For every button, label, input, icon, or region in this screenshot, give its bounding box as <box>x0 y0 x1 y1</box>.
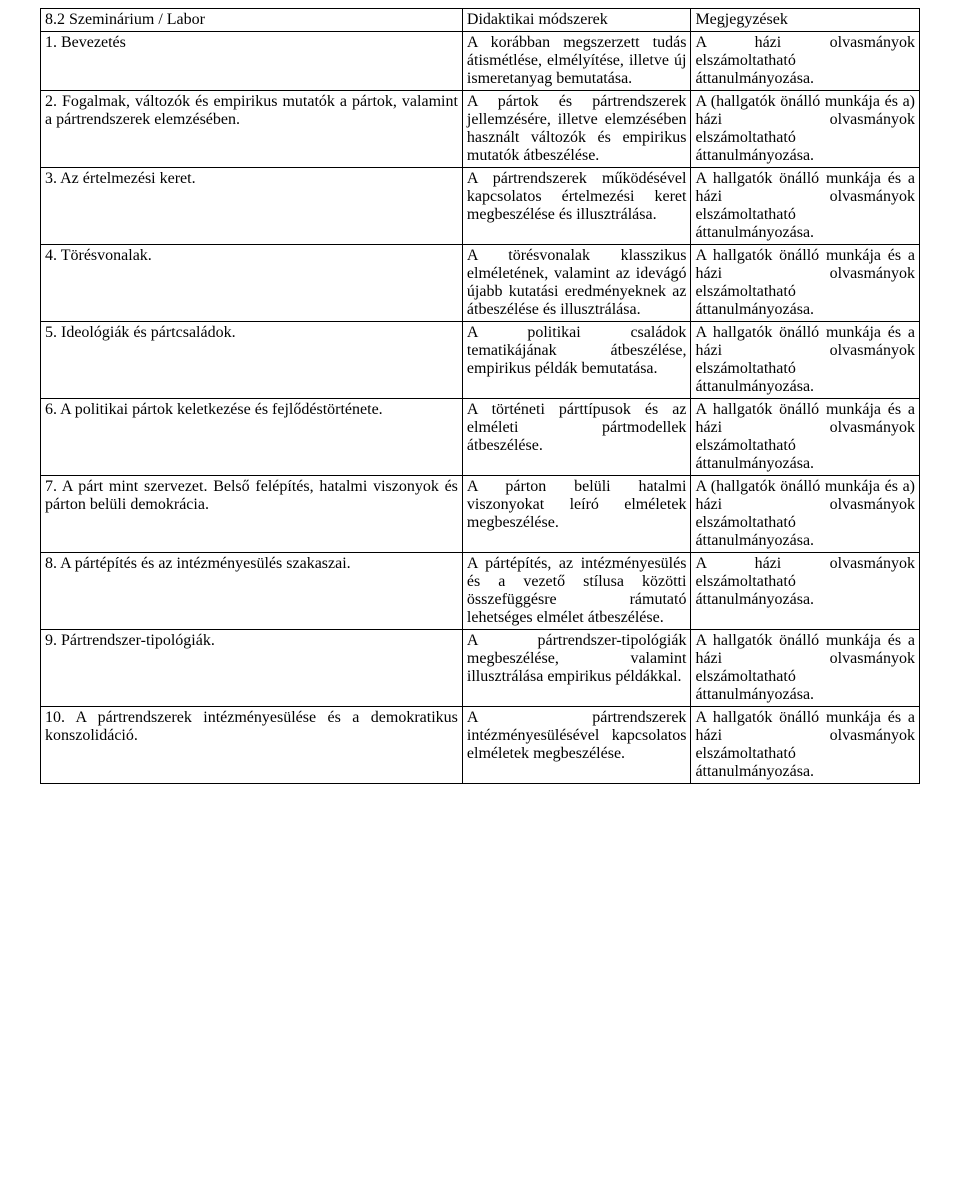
table-row: 6. A politikai pártok keletkezése és fej… <box>41 399 920 476</box>
header-col3: Megjegyzések <box>691 9 920 32</box>
cell-method: A pártrendszerek intézményesülésével kap… <box>462 707 691 784</box>
cell-topic: 4. Törésvonalak. <box>41 245 463 322</box>
cell-method: A törésvonalak klasszikus elméletének, v… <box>462 245 691 322</box>
cell-note: A hallgatók önálló munkája és a házi olv… <box>691 168 920 245</box>
cell-topic: 2. Fogalmak, változók és empirikus mutat… <box>41 91 463 168</box>
header-col1: 8.2 Szeminárium / Labor <box>41 9 463 32</box>
seminar-table: 8.2 Szeminárium / Labor Didaktikai módsz… <box>40 8 920 784</box>
cell-method: A korábban megszerzett tudás átismétlése… <box>462 32 691 91</box>
cell-topic: 1. Bevezetés <box>41 32 463 91</box>
cell-note: A hallgatók önálló munkája és a házi olv… <box>691 630 920 707</box>
cell-note: A hallgatók önálló munkája és a házi olv… <box>691 322 920 399</box>
cell-topic: 6. A politikai pártok keletkezése és fej… <box>41 399 463 476</box>
cell-method: A pártrendszer-tipológiák megbeszélése, … <box>462 630 691 707</box>
cell-method: A pártok és pártrendszerek jellemzésére,… <box>462 91 691 168</box>
cell-topic: 8. A pártépítés és az intézményesülés sz… <box>41 553 463 630</box>
cell-method: A politikai családok tematikájának átbes… <box>462 322 691 399</box>
table-row: 4. Törésvonalak. A törésvonalak klasszik… <box>41 245 920 322</box>
cell-topic: 10. A pártrendszerek intézményesülése és… <box>41 707 463 784</box>
table-row: 10. A pártrendszerek intézményesülése és… <box>41 707 920 784</box>
table-row: 3. Az értelmezési keret. A pártrendszere… <box>41 168 920 245</box>
table-body: 8.2 Szeminárium / Labor Didaktikai módsz… <box>41 9 920 784</box>
cell-topic: 5. Ideológiák és pártcsaládok. <box>41 322 463 399</box>
cell-note: A hallgatók önálló munkája és a házi olv… <box>691 245 920 322</box>
table-row: 1. Bevezetés A korábban megszerzett tudá… <box>41 32 920 91</box>
table-row: 9. Pártrendszer-tipológiák. A pártrendsz… <box>41 630 920 707</box>
cell-topic: 9. Pártrendszer-tipológiák. <box>41 630 463 707</box>
table-row: 5. Ideológiák és pártcsaládok. A politik… <box>41 322 920 399</box>
cell-note: A hallgatók önálló munkája és a házi olv… <box>691 399 920 476</box>
table-row: 2. Fogalmak, változók és empirikus mutat… <box>41 91 920 168</box>
cell-method: A párton belüli hatalmi viszonyokat leír… <box>462 476 691 553</box>
cell-note: A (hallgatók önálló munkája és a) házi o… <box>691 91 920 168</box>
cell-method: A pártrendszerek működésével kapcsolatos… <box>462 168 691 245</box>
table-header-row: 8.2 Szeminárium / Labor Didaktikai módsz… <box>41 9 920 32</box>
cell-method: A történeti párttípusok és az elméleti p… <box>462 399 691 476</box>
cell-topic: 3. Az értelmezési keret. <box>41 168 463 245</box>
cell-method: A pártépítés, az intézményesülés és a ve… <box>462 553 691 630</box>
cell-topic: 7. A párt mint szervezet. Belső felépíté… <box>41 476 463 553</box>
header-col2: Didaktikai módszerek <box>462 9 691 32</box>
cell-note: A házi olvasmányok elszámoltatható áttan… <box>691 32 920 91</box>
table-row: 8. A pártépítés és az intézményesülés sz… <box>41 553 920 630</box>
table-row: 7. A párt mint szervezet. Belső felépíté… <box>41 476 920 553</box>
cell-note: A (hallgatók önálló munkája és a) házi o… <box>691 476 920 553</box>
cell-note: A házi olvasmányok elszámoltatható áttan… <box>691 553 920 630</box>
cell-note: A hallgatók önálló munkája és a házi olv… <box>691 707 920 784</box>
